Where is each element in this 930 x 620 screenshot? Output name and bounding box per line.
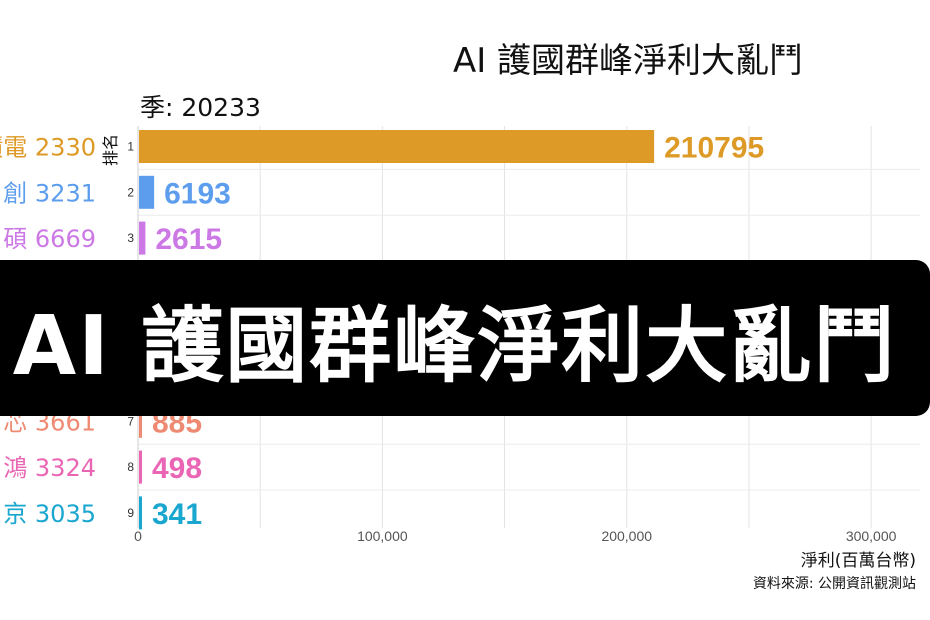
x-tick-label: 300,000: [846, 528, 897, 544]
value-label: 6193: [164, 177, 231, 210]
value-label: 2615: [155, 223, 222, 256]
category-label: 創 3231: [3, 179, 96, 207]
value-label: 498: [152, 452, 202, 485]
bar: [139, 496, 142, 530]
bar: [139, 175, 155, 209]
category-label: 鴻 3324: [3, 454, 96, 482]
x-tick-label: 200,000: [601, 528, 652, 544]
category-label: 積電 2330: [0, 134, 96, 162]
rank-label: 2: [127, 185, 134, 199]
value-label: 341: [152, 498, 202, 531]
rank-label: 9: [127, 506, 134, 520]
x-axis-label: 淨利(百萬台幣): [801, 551, 916, 571]
x-axis-ticks: 0 100,000 200,000 300,000: [134, 528, 897, 544]
category-label: 京 3035: [3, 500, 96, 528]
x-tick-label: 100,000: [357, 528, 408, 544]
category-label: 碩 6669: [3, 225, 96, 253]
y-axis-label: 排名: [101, 134, 120, 166]
period-label: 季: 20233: [140, 93, 261, 122]
rank-label: 3: [127, 231, 134, 245]
rank-label: 7: [127, 414, 134, 428]
bar: [139, 130, 655, 163]
rank-label: 8: [127, 460, 134, 474]
x-tick-label: 0: [134, 528, 142, 544]
banner-text: AI 護國群峰淨利大亂鬥: [12, 298, 898, 394]
bar: [139, 450, 142, 484]
bar: [139, 221, 146, 255]
rank-label: 1: [127, 140, 134, 154]
chart-title: AI 護國群峰淨利大亂鬥: [453, 41, 803, 81]
value-label: 210795: [664, 132, 764, 165]
title-banner: AI 護國群峰淨利大亂鬥: [0, 260, 930, 416]
bar: [139, 404, 142, 438]
source-note: 資料來源: 公開資訊觀測站: [753, 576, 916, 592]
